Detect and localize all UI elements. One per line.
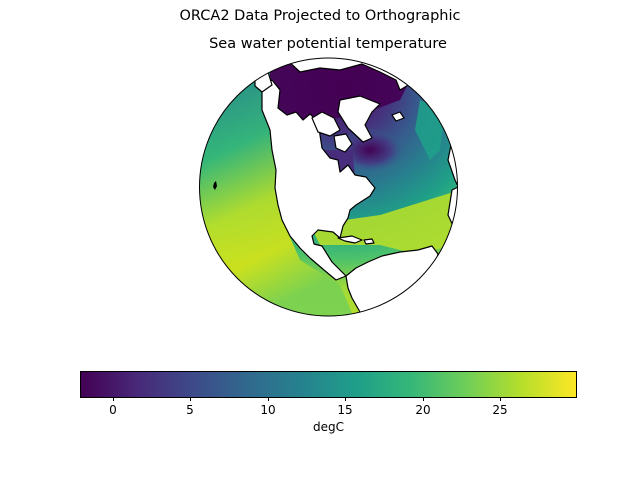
baffin-island bbox=[333, 133, 353, 153]
africa-landmass bbox=[447, 185, 458, 251]
figure-suptitle: ORCA2 Data Projected to Orthographic bbox=[179, 8, 461, 24]
pacific-ocean-field bbox=[199, 70, 355, 316]
hawaii-islands bbox=[213, 181, 217, 190]
colorbar-tick bbox=[113, 397, 114, 401]
colorbar-tick-label: 10 bbox=[260, 403, 276, 417]
colorbar-tick-label: 25 bbox=[492, 403, 508, 417]
colorbar-tick bbox=[345, 397, 346, 401]
greenland-landmass bbox=[337, 95, 381, 143]
colorbar-tick bbox=[423, 397, 424, 401]
colorbar-tick bbox=[190, 397, 191, 401]
colorbar-tick-label: 15 bbox=[337, 403, 353, 417]
colorbar-tick-label: 0 bbox=[109, 403, 117, 417]
arctic-archipelago bbox=[311, 111, 341, 137]
colorbar-tick-label: 20 bbox=[415, 403, 431, 417]
axes-title: Sea water potential temperature bbox=[209, 36, 447, 52]
colorbar-tick bbox=[268, 397, 269, 401]
colorbar-tick-label: 5 bbox=[186, 403, 194, 417]
hispaniola-island bbox=[363, 238, 375, 245]
arctic-ocean-field bbox=[270, 60, 420, 130]
iceland-landmass bbox=[391, 111, 405, 122]
cuba-island bbox=[337, 235, 363, 244]
north-america-landmass bbox=[261, 79, 376, 281]
globe-boundary bbox=[199, 57, 458, 317]
colorbar bbox=[80, 371, 577, 398]
colorbar-label: degC bbox=[313, 420, 344, 434]
colorbar-tick bbox=[500, 397, 501, 401]
